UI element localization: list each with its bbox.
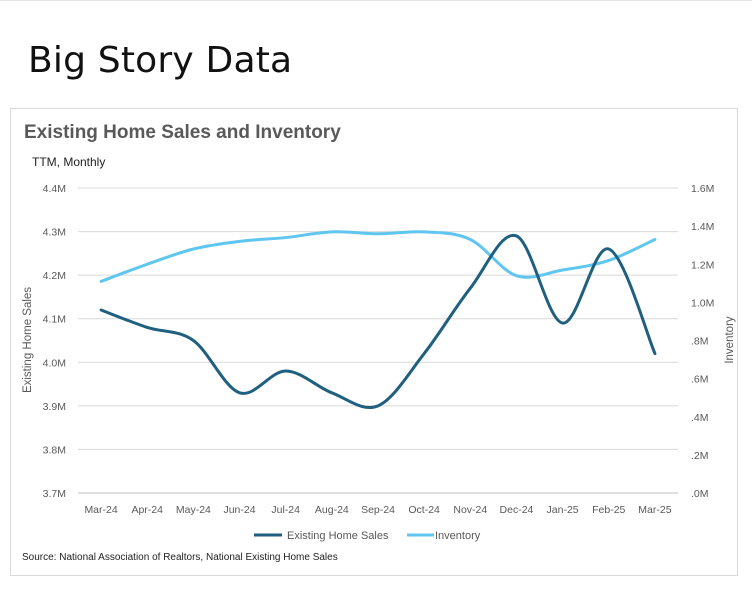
x-tick-label: Aug-24 — [315, 504, 349, 516]
legend-label-inventory: Inventory — [435, 530, 481, 542]
x-tick-label: Jul-24 — [271, 504, 300, 516]
x-tick-label: Jan-25 — [547, 504, 579, 516]
right-tick-label: .0M — [691, 488, 709, 500]
x-tick-label: Sep-24 — [361, 504, 395, 516]
data-point — [423, 352, 426, 355]
data-point — [653, 238, 656, 241]
source-note: Source: National Association of Realtors… — [22, 552, 338, 563]
right-tick-label: .2M — [691, 450, 709, 462]
data-point — [100, 280, 103, 283]
data-point — [653, 352, 656, 355]
data-point — [377, 404, 380, 407]
data-point — [238, 240, 241, 243]
right-tick-label: 1.4M — [691, 221, 714, 233]
data-point — [607, 259, 610, 262]
left-tick-label: 4.4M — [43, 183, 66, 195]
right-tick-label: .6M — [691, 374, 709, 386]
data-point — [284, 370, 287, 373]
data-point — [192, 339, 195, 342]
x-tick-label: May-24 — [176, 504, 211, 516]
series-line-existing-home-sales — [99, 233, 657, 409]
data-point — [515, 234, 518, 237]
legend: Existing Home Sales Inventory — [254, 530, 481, 542]
data-point — [330, 230, 333, 233]
left-tick-label: 3.7M — [43, 488, 66, 500]
x-tick-label: Nov-24 — [453, 504, 487, 516]
left-axis-title: Existing Home Sales — [22, 287, 34, 393]
x-tick-label: Mar-24 — [84, 504, 117, 516]
left-tick-label: 4.3M — [43, 227, 66, 239]
data-point — [377, 232, 380, 235]
data-point — [561, 268, 564, 271]
right-tick-label: .8M — [691, 336, 709, 348]
data-point — [100, 309, 103, 312]
x-tick-label: Feb-25 — [592, 504, 625, 516]
data-point — [146, 326, 149, 329]
series-lines — [99, 230, 657, 409]
chart-subtitle: TTM, Monthly — [32, 155, 106, 169]
right-tick-label: 1.0M — [691, 297, 714, 309]
left-tick-label: 4.0M — [43, 357, 66, 369]
chart-title: Existing Home Sales and Inventory — [24, 122, 341, 143]
page-title: Big Story Data — [28, 40, 293, 81]
left-tick-label: 4.2M — [43, 270, 66, 282]
x-tick-label: Oct-24 — [408, 504, 440, 516]
x-tick-label: Mar-25 — [638, 504, 671, 516]
data-point — [469, 287, 472, 290]
top-divider — [0, 0, 752, 1]
left-axis-ticks: 4.4M 4.3M 4.2M 4.1M 4.0M 3.9M 3.8M 3.7M — [43, 183, 66, 500]
right-tick-label: .4M — [691, 412, 709, 424]
right-axis-title: Inventory — [724, 316, 736, 364]
right-tick-label: 1.2M — [691, 259, 714, 271]
legend-label-existing-home-sales: Existing Home Sales — [287, 530, 389, 542]
data-point — [146, 263, 149, 266]
data-point — [238, 391, 241, 394]
data-point — [330, 391, 333, 394]
chart-card — [10, 108, 738, 576]
data-point — [561, 322, 564, 325]
left-tick-label: 3.9M — [43, 401, 66, 413]
left-tick-label: 3.8M — [43, 444, 66, 456]
x-axis-ticks: Mar-24 Apr-24 May-24 Jun-24 Jul-24 Aug-24 Sep-… — [84, 504, 671, 516]
data-point — [284, 236, 287, 239]
right-tick-label: 1.6M — [691, 183, 714, 195]
x-tick-label: Apr-24 — [131, 504, 163, 516]
data-point — [192, 248, 195, 251]
series-line-inventory — [99, 230, 657, 283]
data-point — [423, 230, 426, 233]
x-tick-label: Dec-24 — [500, 504, 534, 516]
left-tick-label: 4.1M — [43, 314, 66, 326]
x-tick-label: Jun-24 — [223, 504, 255, 516]
data-point — [515, 274, 518, 277]
data-point — [469, 238, 472, 241]
right-axis-ticks: 1.6M 1.4M 1.2M 1.0M .8M .6M .4M .2M .0M — [691, 183, 714, 500]
data-point — [607, 248, 610, 251]
